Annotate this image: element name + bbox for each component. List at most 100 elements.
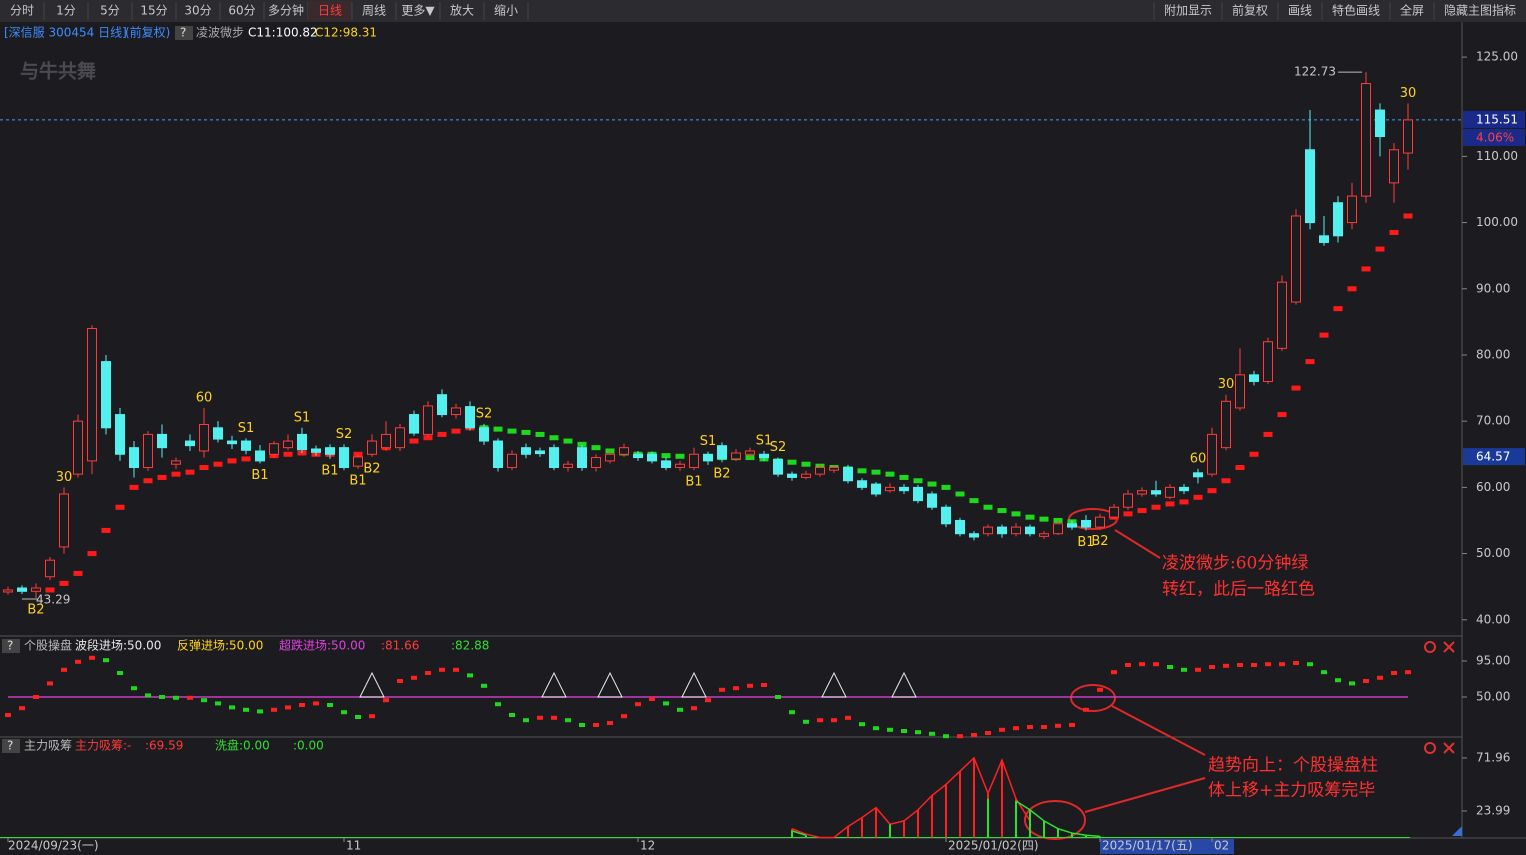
indicator-dash xyxy=(929,731,935,736)
indicator-dash xyxy=(831,718,837,723)
candle-body xyxy=(297,433,307,451)
indicator-dash xyxy=(243,707,249,712)
toolbar-button[interactable]: 缩小 xyxy=(494,3,518,18)
trend-step xyxy=(577,441,587,447)
indicator-dash xyxy=(523,718,529,723)
indicator-dash xyxy=(1321,670,1327,675)
y-tick-label: 70.00 xyxy=(1476,414,1510,428)
signal-label: B1 xyxy=(685,475,702,490)
candle-body xyxy=(1151,490,1161,495)
trend-step xyxy=(241,456,251,462)
legend-entry: :69.59 xyxy=(145,739,183,753)
candle-body xyxy=(381,433,391,449)
y-tick-label: 100.00 xyxy=(1476,215,1518,229)
toolbar-button[interactable]: 特色画线 xyxy=(1332,3,1380,18)
toolbar-button[interactable]: 隐藏主图指标 xyxy=(1444,3,1516,18)
selected-date xyxy=(1100,839,1234,854)
toolbar-button[interactable]: 画线 xyxy=(1288,4,1312,18)
trend-step xyxy=(101,527,111,533)
indicator-dash xyxy=(1111,670,1117,675)
trend-step xyxy=(1277,412,1287,418)
toolbar-button[interactable]: 更多▼ xyxy=(401,4,435,18)
callout-line xyxy=(1111,705,1206,756)
help[interactable]: ? xyxy=(7,639,13,653)
candle-body xyxy=(1361,83,1371,197)
indicator-dash xyxy=(663,701,669,706)
trend-step xyxy=(115,504,125,510)
signal-label: B1 xyxy=(251,468,268,483)
indicator-dash xyxy=(677,707,683,712)
annotation: 体上移+主力吸筹完毕 xyxy=(1208,781,1375,801)
candle-body xyxy=(241,440,251,451)
close-icon[interactable] xyxy=(1443,641,1455,653)
close-icon[interactable] xyxy=(1443,742,1455,754)
toolbar-button[interactable]: 5分 xyxy=(100,4,120,18)
y-tick-label: 50.00 xyxy=(1476,546,1510,560)
indicator-dash xyxy=(817,718,823,723)
indicator-dash xyxy=(201,698,207,703)
price-tag xyxy=(1463,110,1525,128)
trend-step xyxy=(521,429,531,435)
indicator-dash xyxy=(1307,662,1313,667)
toolbar-button[interactable]: 日线 xyxy=(318,4,342,18)
toolbar-button[interactable]: 放大 xyxy=(450,3,474,18)
indicator-dash xyxy=(733,686,739,691)
candle-body xyxy=(717,445,727,460)
help[interactable]: ? xyxy=(7,739,13,753)
max-label: 122.73 xyxy=(1294,65,1336,79)
signal-triangle xyxy=(597,671,623,698)
candle-body xyxy=(1207,433,1217,475)
indicator-dash xyxy=(159,695,165,699)
candle-body xyxy=(997,526,1007,535)
trend-step xyxy=(143,478,153,484)
settings-icon[interactable] xyxy=(1424,742,1436,754)
candle-body xyxy=(437,394,447,416)
signal-label: 30 xyxy=(1218,377,1235,392)
trend-step xyxy=(437,431,447,437)
trend-step xyxy=(885,471,895,477)
indicator-dash xyxy=(47,681,53,686)
candle-body xyxy=(1221,400,1231,449)
indicator-dash xyxy=(411,675,417,680)
indicator-dash xyxy=(1279,662,1285,667)
indicator-dash xyxy=(257,709,263,714)
candle-body xyxy=(1333,202,1343,237)
candle-body xyxy=(255,450,265,462)
trend-step xyxy=(871,469,881,475)
legend-entry: :0.00 xyxy=(293,739,324,753)
settings-icon[interactable] xyxy=(1424,641,1436,653)
toolbar-button[interactable]: 15分 xyxy=(140,4,167,18)
indicator-dash xyxy=(985,731,991,735)
candle-body xyxy=(731,452,741,460)
toolbar-button[interactable]: 前复权 xyxy=(1232,3,1268,18)
y-tick-label: 125.00 xyxy=(1476,50,1518,64)
candle-body xyxy=(479,427,489,442)
y-tick-label: 71.96 xyxy=(1476,750,1510,764)
candle-body xyxy=(73,420,83,475)
indicator-dash xyxy=(789,710,795,715)
trend-step xyxy=(409,438,419,444)
signal-label: B1 xyxy=(321,463,338,478)
toolbar-button[interactable]: 30分 xyxy=(184,4,211,18)
help[interactable]: ? xyxy=(180,26,186,40)
signal-label: 60 xyxy=(1190,451,1207,466)
toolbar-button[interactable]: 附加显示 xyxy=(1164,4,1212,18)
toolbar-button[interactable]: 多分钟 xyxy=(268,3,304,18)
toolbar-button[interactable]: 周线 xyxy=(362,4,386,18)
trend-step xyxy=(1333,306,1343,312)
indicator-dash xyxy=(285,705,291,710)
y-tick-label: 90.00 xyxy=(1476,281,1510,295)
adjust: (前复权) xyxy=(125,25,170,40)
indicator-dash xyxy=(327,703,333,707)
candle-body xyxy=(45,559,55,578)
candle-body xyxy=(927,493,937,508)
toolbar-button[interactable]: 全屏 xyxy=(1400,3,1424,18)
help-box xyxy=(175,26,193,40)
candle-body xyxy=(451,407,461,416)
trend-step xyxy=(59,580,69,586)
toolbar-button[interactable]: 60分 xyxy=(228,4,255,18)
y-tick-label: 60.00 xyxy=(1476,480,1510,494)
trend-step xyxy=(451,428,461,434)
toolbar-button[interactable]: 1分 xyxy=(56,4,76,18)
toolbar-button[interactable]: 分时 xyxy=(10,4,34,18)
